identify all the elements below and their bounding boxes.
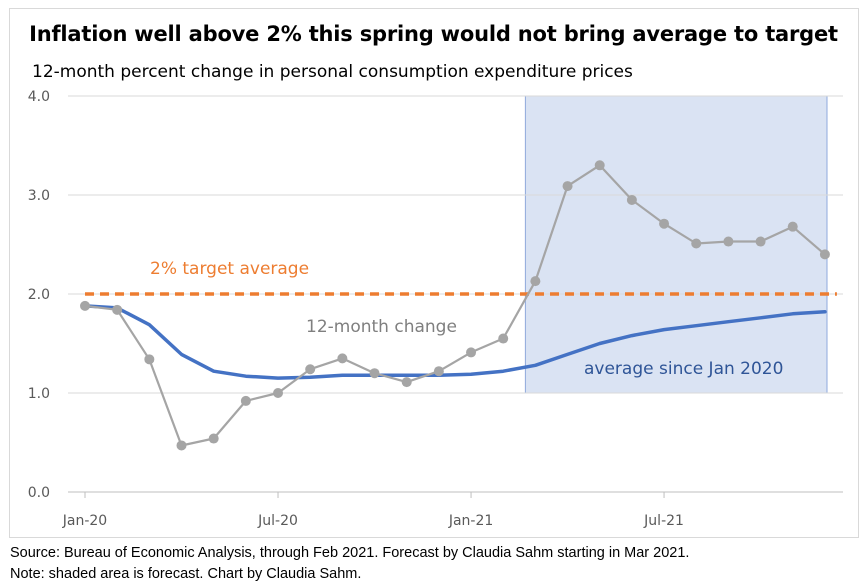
data-point (305, 364, 316, 375)
data-point (626, 194, 637, 205)
data-point (659, 218, 670, 229)
chart-title: Inflation well above 2% this spring woul… (29, 22, 838, 46)
data-point (273, 388, 284, 398)
series-line-12-month-change (83, 164, 827, 447)
data-point (755, 236, 766, 247)
data-point (337, 353, 348, 364)
series-label-12-month-change: 12-month change (306, 317, 457, 337)
forecast-note: Note: shaded area is forecast. Chart by … (10, 566, 362, 582)
y-tick-label: 4.0 (28, 89, 50, 105)
x-tick-label: Jul-21 (643, 513, 684, 529)
data-point (433, 366, 444, 377)
data-point (208, 433, 219, 444)
series-label-average: average since Jan 2020 (584, 359, 783, 379)
forecast-shaded-area (524, 95, 828, 394)
data-point (723, 236, 734, 247)
x-tick-label: Jan-21 (448, 513, 493, 529)
data-point (530, 276, 541, 287)
x-axis: Jan-20 Jul-20 Jan-21 Jul-21 (62, 491, 843, 529)
y-tick-label: 0.0 (28, 485, 50, 501)
data-point (144, 354, 155, 365)
data-point (176, 440, 187, 451)
series-line-average (83, 304, 827, 380)
y-tick-label: 3.0 (28, 188, 50, 204)
data-point (594, 160, 605, 171)
series-layer (80, 160, 830, 451)
data-point (240, 395, 251, 406)
y-tick-label: 2.0 (28, 287, 50, 303)
target-line-label: 2% target average (150, 259, 309, 279)
data-point (401, 377, 412, 388)
data-point (787, 221, 798, 232)
y-axis-ticks: 0.0 1.0 2.0 3.0 4.0 (28, 89, 50, 501)
source-note: Source: Bureau of Economic Analysis, thr… (10, 545, 690, 561)
data-point (369, 368, 380, 379)
chart-svg: 0.0 1.0 2.0 3.0 4.0 Jan-20 Jul-20 Jan-21 Jul-21… (28, 89, 843, 529)
y-tick-label: 1.0 (28, 386, 50, 402)
data-point (112, 304, 123, 315)
chart-subtitle: 12-month percent change in personal cons… (32, 62, 633, 82)
x-tick-label: Jan-20 (62, 513, 107, 529)
data-point (466, 347, 477, 358)
x-tick-label: Jul-20 (257, 513, 298, 529)
data-point (562, 181, 573, 192)
data-point (819, 249, 830, 260)
data-point (691, 238, 702, 249)
data-point (498, 333, 509, 344)
data-point (80, 300, 90, 311)
